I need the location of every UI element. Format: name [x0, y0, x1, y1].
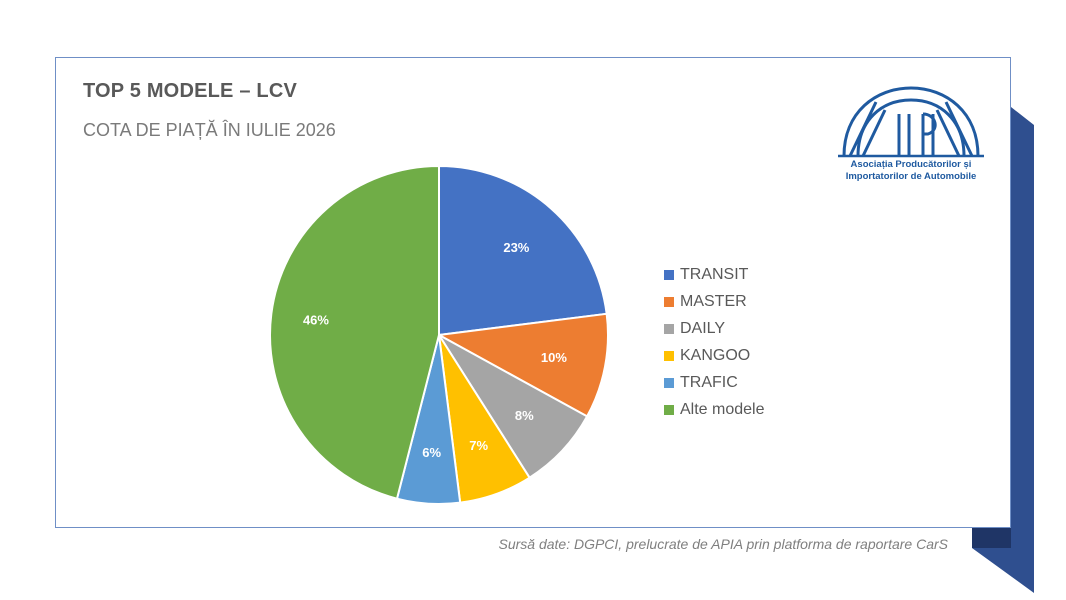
- legend-item: KANGOO: [664, 342, 765, 369]
- chart-subtitle: COTA DE PIAȚĂ ÎN IULIE 2026: [83, 120, 336, 140]
- legend-item: DAILY: [664, 315, 765, 342]
- legend-item: MASTER: [664, 288, 765, 315]
- legend-label: TRANSIT: [680, 265, 749, 283]
- apia-logo-caption: Asociația Producătorilor și Importatoril…: [836, 159, 986, 183]
- legend-item: TRANSIT: [664, 261, 765, 288]
- legend-item: TRAFIC: [664, 369, 765, 396]
- legend-swatch: [664, 350, 674, 361]
- legend-label: KANGOO: [680, 346, 751, 364]
- data-label-kangoo: 7%: [469, 438, 488, 453]
- data-label-trafic: 6%: [422, 445, 441, 460]
- legend-swatch: [664, 269, 674, 280]
- data-label-daily: 8%: [515, 408, 534, 423]
- pie-slice-master: [435, 312, 609, 418]
- data-label-master: 10%: [541, 350, 567, 365]
- pie-slice-transit: [438, 164, 608, 337]
- chart-title: TOP 5 MODELE – LCV: [83, 80, 298, 102]
- pie-slice-alte-modele: [268, 164, 440, 500]
- apia-logo-icon: [838, 86, 984, 158]
- legend-label: TRAFIC: [680, 373, 738, 391]
- legend-label: MASTER: [680, 292, 747, 310]
- chart-card: TOP 5 MODELE – LCV COTA DE PIAȚĂ ÎN IULI…: [55, 57, 1011, 528]
- data-label-alte-modele: 46%: [303, 312, 329, 327]
- pie-chart: 23% 10% 8% 7% 6% 46%: [268, 164, 609, 505]
- chart-legend: TRANSIT MASTER DAILY KANGOO TRAFIC Alte model…: [664, 261, 765, 423]
- ribbon-main: [972, 107, 1034, 593]
- legend-swatch: [664, 377, 674, 388]
- legend-label: Alte modele: [680, 400, 765, 418]
- source-note: Sursă date: DGPCI, prelucrate de APIA pr…: [498, 536, 948, 552]
- logo-line-2: Importatorilor de Automobile: [845, 171, 977, 182]
- legend-label: DAILY: [680, 319, 726, 337]
- legend-item: Alte modele: [664, 396, 765, 423]
- legend-swatch: [664, 323, 674, 334]
- logo-line-1: Asociația Producătorilor și: [850, 159, 972, 170]
- ribbon-fold: [972, 528, 1011, 548]
- data-label-transit: 23%: [503, 240, 529, 255]
- legend-swatch: [664, 296, 674, 307]
- legend-swatch: [664, 404, 674, 415]
